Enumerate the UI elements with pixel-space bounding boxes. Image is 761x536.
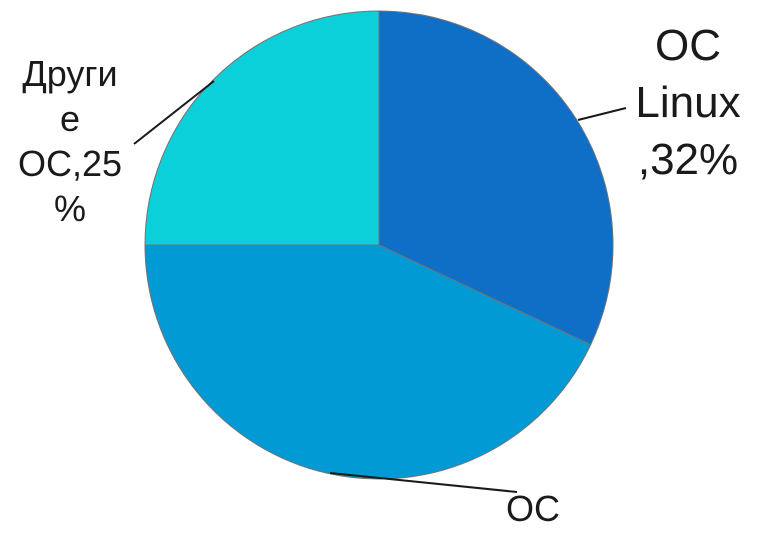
slice-label-line: Други: [22, 53, 117, 94]
slice-label-line: ,32%: [638, 135, 738, 184]
slice-labels: ОС Linux ,32% ОС Други е ОС,25%: [18, 21, 741, 529]
leader-lines: [133, 80, 627, 493]
slice-label-line: ОС,25: [18, 143, 122, 184]
slice-label-3: Други е ОС,25%: [18, 53, 122, 229]
pie-slices: [144, 10, 614, 480]
slice-label-2: ОС: [506, 488, 560, 529]
slice-label-line: Linux: [635, 78, 740, 127]
pie-slice-3: [144, 10, 380, 246]
slice-label-line: ОС: [655, 21, 721, 70]
pie-slice-2: [144, 244, 592, 480]
leader-line-3: [133, 80, 215, 145]
leader-line-2: [329, 472, 518, 493]
leader-line-1: [577, 107, 627, 121]
slice-label-line: %: [54, 188, 86, 229]
pie-slice-1: [378, 10, 614, 346]
slice-label-1: ОС Linux ,32%: [635, 21, 740, 184]
slice-label-line: е: [60, 98, 80, 139]
slice-label-line: ОС: [506, 488, 560, 529]
